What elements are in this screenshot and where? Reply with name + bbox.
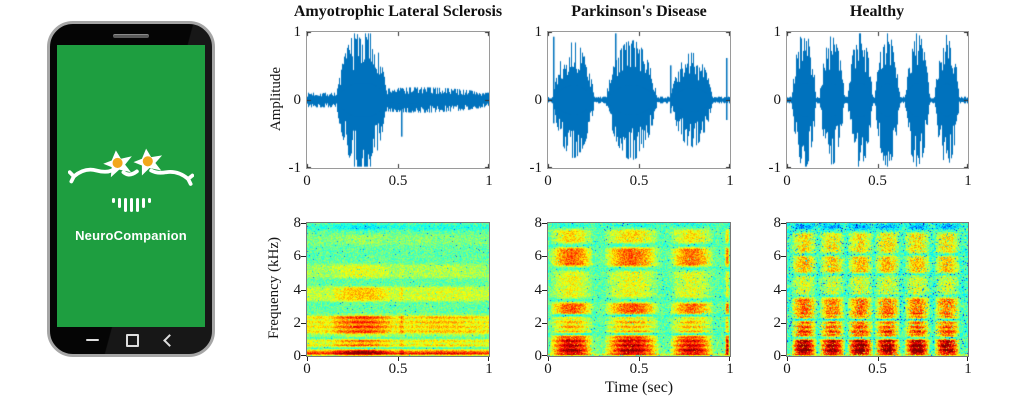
tick-label: 0 [303, 361, 311, 377]
tick-label: 0.5 [388, 361, 408, 377]
tick-label: -1 [768, 160, 782, 176]
tick-mark [787, 357, 788, 361]
tick-label: 0 [303, 173, 311, 189]
tick-mark [301, 223, 306, 224]
tick-label: 0 [544, 361, 552, 377]
plot-title-als: Amyotrophic Lateral Sclerosis [293, 3, 503, 20]
neurons-icon [68, 148, 194, 186]
tick-label: 1 [964, 173, 972, 189]
spectrogram-plot-parkinsons [547, 222, 731, 357]
tick-label: 0.5 [868, 173, 887, 189]
soundwave-bar [135, 198, 139, 212]
neuron-right-nucleus [142, 156, 153, 167]
waveform-plot-als [306, 31, 490, 169]
phone-nav-bar [60, 330, 202, 350]
recents-icon[interactable] [86, 338, 99, 342]
tick-mark [781, 223, 786, 224]
tick-mark [781, 256, 786, 257]
tick-mark [542, 323, 547, 324]
tick-label: 2 [534, 314, 543, 331]
tick-mark [301, 290, 306, 291]
tick-mark [542, 223, 547, 224]
tick-label: 8 [773, 215, 782, 231]
tick-label: 4 [293, 281, 302, 298]
tick-label: 1 [964, 361, 972, 377]
tick-label: 4 [534, 281, 543, 298]
tick-label: 0 [293, 92, 302, 108]
tick-label: 6 [534, 248, 543, 265]
waveform-plot-healthy [786, 31, 969, 169]
soundwave-bar [147, 198, 151, 203]
tick-label: 2 [773, 314, 782, 331]
phone-speaker-icon [113, 34, 149, 38]
neuron-left-nucleus [112, 157, 123, 168]
soundwave-bar [111, 198, 115, 203]
tick-label: 0 [534, 348, 543, 364]
tick-label: 1 [726, 173, 734, 189]
app-logo: NeuroCompanion [57, 145, 205, 243]
tick-mark [781, 323, 786, 324]
plot-title-healthy: Healthy [849, 3, 905, 20]
tick-mark [307, 357, 308, 361]
tick-label: 0.5 [868, 361, 887, 377]
tick-label: 8 [293, 215, 302, 231]
tick-label: 6 [293, 248, 302, 265]
app-name: NeuroCompanion [75, 228, 187, 243]
tick-label: -1 [529, 160, 543, 176]
tick-mark [542, 290, 547, 291]
spectrogram-plot-healthy [786, 222, 969, 357]
tick-mark [301, 323, 306, 324]
tick-mark [781, 355, 786, 356]
tick-label: 1 [726, 361, 734, 377]
tick-label: -1 [288, 160, 302, 176]
tick-label: 0 [783, 361, 791, 377]
spectrogram-plot-als [306, 222, 490, 357]
soundwave-bar [117, 198, 121, 208]
tick-mark [548, 357, 549, 361]
soundwave-bar [141, 198, 145, 208]
soundwave-bar [123, 198, 127, 212]
tick-label: 0 [544, 173, 552, 189]
tick-mark [301, 355, 306, 356]
phone-mockup: NeuroCompanion [47, 21, 215, 357]
tick-label: 6 [773, 248, 782, 265]
tick-mark [729, 357, 730, 361]
waveform-plot-parkinsons [547, 31, 731, 169]
tick-mark [639, 357, 640, 361]
tick-label: 0.5 [388, 173, 408, 189]
home-icon[interactable] [125, 333, 139, 347]
tick-mark [398, 357, 399, 361]
tick-mark [488, 357, 489, 361]
xlabel-time: Time (sec) [604, 379, 674, 396]
tick-label: 2 [293, 314, 302, 331]
tick-mark [542, 256, 547, 257]
tick-label: 0.5 [629, 361, 649, 377]
soundwave-icon [111, 198, 151, 214]
tick-label: 0 [293, 348, 302, 364]
tick-label: 1 [485, 361, 493, 377]
tick-mark [878, 357, 879, 361]
tick-label: 0 [783, 173, 791, 189]
tick-label: 1 [534, 24, 543, 40]
plot-title-parkinsons: Parkinson's Disease [571, 3, 707, 20]
tick-label: 0 [773, 92, 782, 108]
tick-label: 1 [485, 173, 493, 189]
soundwave-bar [129, 198, 133, 212]
tick-label: 1 [773, 24, 782, 40]
tick-label: 0 [534, 92, 543, 108]
tick-label: 0 [773, 348, 782, 364]
tick-label: 4 [773, 281, 782, 298]
phone-screen: NeuroCompanion [57, 45, 205, 327]
tick-label: 0.5 [629, 173, 649, 189]
tick-mark [781, 290, 786, 291]
tick-mark [301, 256, 306, 257]
tick-mark [967, 357, 968, 361]
tick-label: 1 [293, 24, 302, 40]
tick-label: 8 [534, 215, 543, 231]
tick-mark [542, 355, 547, 356]
